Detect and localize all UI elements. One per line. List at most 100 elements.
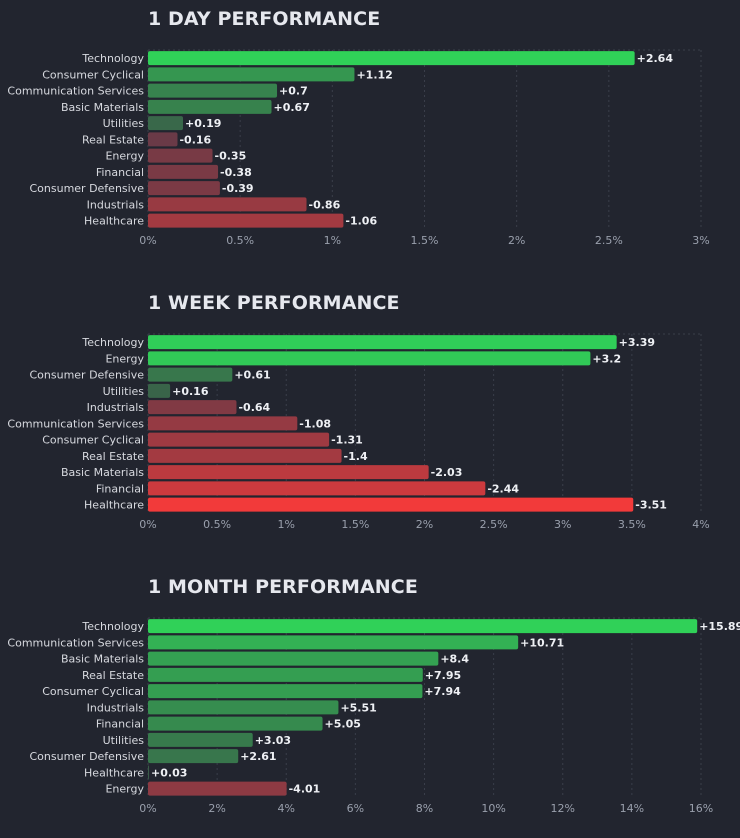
data-label: +3.2 [592, 352, 621, 365]
tick-label: 3% [692, 234, 709, 247]
data-label: -0.64 [238, 401, 270, 414]
category-label: Energy [105, 783, 144, 796]
category-label: Basic Materials [61, 101, 144, 114]
data-label: +2.61 [240, 750, 276, 763]
data-label: -3.51 [635, 499, 667, 512]
bar [148, 667, 423, 682]
bar [148, 465, 429, 480]
chart-panel-1-day: 1 DAY PERFORMANCE Technology +2.64 Consume… [0, 0, 740, 270]
data-label: -1.4 [344, 450, 368, 463]
chart-title: 1 MONTH PERFORMANCE [148, 576, 418, 598]
category-label: Technology [81, 336, 144, 349]
bar [148, 749, 239, 764]
category-label: Financial [96, 482, 144, 495]
bar [148, 148, 213, 163]
tick-label: 6% [347, 802, 364, 815]
data-label: +0.61 [234, 369, 270, 382]
bar [148, 619, 698, 634]
data-label: -0.39 [222, 182, 254, 195]
category-label: Healthcare [84, 499, 144, 512]
bar [148, 448, 342, 463]
bar [148, 416, 298, 431]
bar [148, 213, 344, 228]
tick-label: 1% [324, 234, 341, 247]
data-label: -1.31 [331, 434, 363, 447]
tick-label: 12% [551, 802, 575, 815]
tick-label: 1.5% [411, 234, 439, 247]
data-label: +0.16 [172, 385, 209, 398]
bar [148, 700, 339, 715]
bar [148, 83, 278, 98]
category-label: Financial [96, 166, 144, 179]
tick-label: 2.5% [480, 518, 508, 531]
bar [148, 132, 178, 147]
data-label: +7.94 [424, 685, 461, 698]
category-label: Consumer Cyclical [42, 434, 144, 447]
bar [148, 781, 287, 796]
chart-title: 1 DAY PERFORMANCE [148, 8, 381, 30]
category-label: Real Estate [82, 450, 144, 463]
tick-label: 0.5% [203, 518, 231, 531]
tick-label: 0% [139, 518, 156, 531]
bar [148, 432, 330, 447]
category-label: Technology [81, 52, 144, 65]
data-label: +0.19 [185, 117, 221, 130]
bar-chart-1-month: Technology +15.89 Communication Services +1… [7, 617, 740, 815]
data-label: +10.71 [520, 636, 564, 649]
chart-panel-1-week: 1 WEEK PERFORMANCE Technology +3.39 Energy… [0, 284, 740, 554]
category-label: Consumer Defensive [29, 369, 144, 382]
category-label: Real Estate [82, 669, 144, 682]
category-label: Real Estate [82, 133, 144, 146]
tick-label: 14% [620, 802, 644, 815]
grid-lines [147, 617, 702, 797]
data-label: +3.39 [619, 336, 655, 349]
bar [148, 765, 150, 780]
category-label: Basic Materials [61, 653, 144, 666]
category-label: Communication Services [7, 636, 144, 649]
category-label: Energy [105, 150, 144, 163]
tick-label: 0% [139, 802, 156, 815]
category-label: Financial [96, 718, 144, 731]
category-label: Consumer Defensive [29, 750, 144, 763]
bar [148, 481, 486, 496]
data-label: -1.08 [299, 417, 331, 430]
chart-panel-1-month: 1 MONTH PERFORMANCE Technology +15.89 Comm… [0, 568, 740, 838]
category-label: Consumer Defensive [29, 182, 144, 195]
category-label: Communication Services [7, 417, 144, 430]
data-label: +15.89 [699, 620, 740, 633]
tick-label: 3.5% [618, 518, 646, 531]
data-label: +0.67 [274, 101, 310, 114]
category-label: Healthcare [84, 215, 144, 228]
data-label: +0.03 [151, 766, 187, 779]
bar [148, 99, 272, 114]
bar [148, 197, 307, 212]
tick-label: 1% [278, 518, 295, 531]
tick-label: 0% [139, 234, 156, 247]
category-label: Communication Services [7, 85, 144, 98]
bar [148, 335, 617, 350]
tick-label: 2.5% [595, 234, 623, 247]
data-label: -1.06 [345, 215, 377, 228]
bar [148, 164, 219, 179]
bar [148, 497, 634, 512]
category-label: Technology [81, 620, 144, 633]
bar-chart-1-day: Technology +2.64 Consumer Cyclical +1.12 Com… [7, 49, 710, 247]
tick-label: 2% [416, 518, 433, 531]
category-label: Industrials [87, 401, 145, 414]
category-label: Industrials [87, 198, 145, 211]
bar [148, 635, 519, 650]
data-label: -0.35 [215, 150, 247, 163]
bar [148, 684, 423, 699]
category-label: Consumer Cyclical [42, 68, 144, 81]
chart-title: 1 WEEK PERFORMANCE [148, 292, 400, 314]
bar [148, 716, 323, 731]
category-label: Utilities [103, 117, 145, 130]
bar [148, 732, 253, 747]
bar [148, 181, 220, 196]
tick-label: 2% [208, 802, 225, 815]
tick-label: 4% [692, 518, 709, 531]
bar [148, 367, 233, 382]
tick-label: 1.5% [341, 518, 369, 531]
data-label: +0.7 [279, 85, 308, 98]
tick-label: 10% [481, 802, 505, 815]
